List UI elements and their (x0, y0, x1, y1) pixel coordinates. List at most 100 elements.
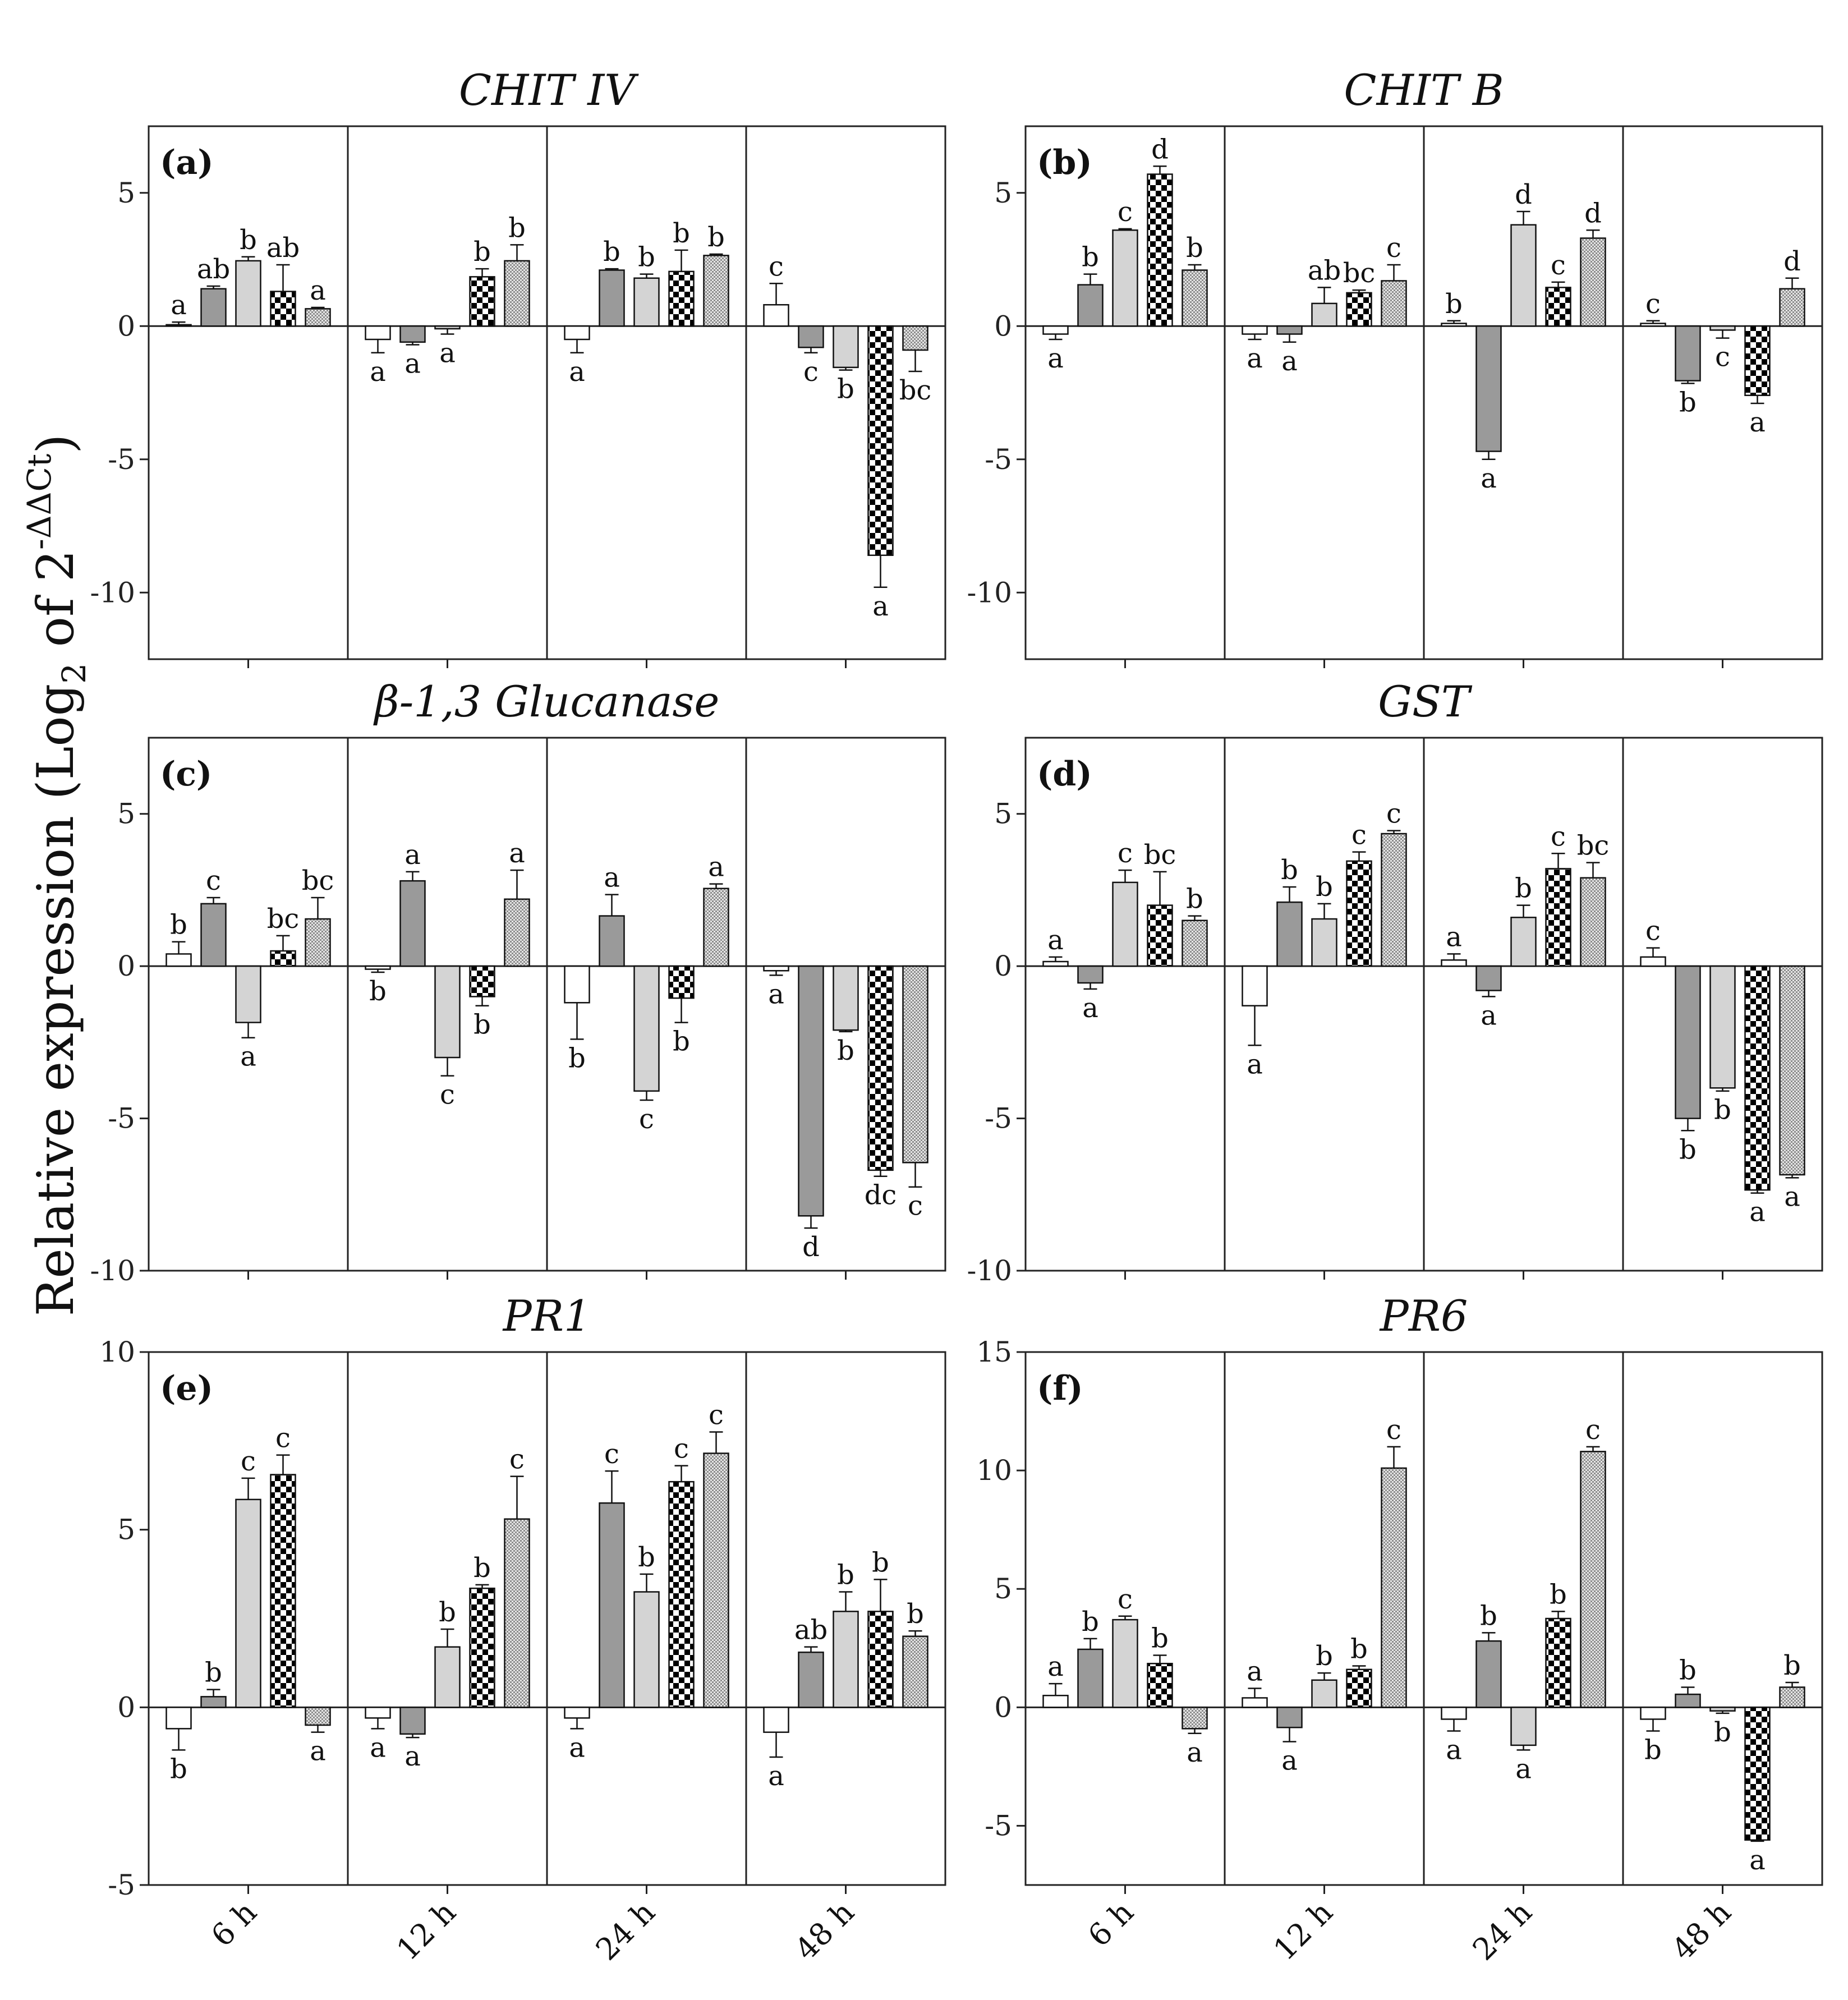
chart-f-sig-letter: a (1187, 1737, 1203, 1768)
chart-b-bar-check (1744, 325, 1771, 396)
chart-f-sig-letter: c (1386, 1414, 1401, 1446)
chart-b-bar-light (1709, 325, 1736, 331)
chart-d-bar-dot (1580, 877, 1606, 967)
chart-d-sig-letter: a (1481, 1000, 1497, 1031)
chart-f-sig-letter: b (1550, 1579, 1567, 1610)
chart-b-sig-letter: ab (1308, 255, 1341, 286)
chart-a-sig-letter: a (569, 356, 585, 388)
chart-f-bar-control (1242, 1697, 1268, 1708)
chart-e-xtick-label: 48 h (788, 1895, 861, 1967)
chart-e-sig-letter: b (907, 1598, 924, 1630)
chart-b-sig-letter: b (1082, 242, 1099, 273)
chart-e-xtick-label: 6 h (204, 1895, 264, 1954)
chart-e-bar-light (833, 1611, 859, 1708)
svg-text:Relative expression (Log2 of 2: Relative expression (Log2 of 2-ΔΔCt) (20, 434, 93, 1317)
chart-f-sig-letter: b (1644, 1735, 1662, 1766)
chart-a-sig-letter: a (872, 591, 889, 622)
chart-f-sig-letter: a (1515, 1753, 1532, 1785)
chart-d-sig-letter: c (1386, 798, 1401, 830)
chart-e-sig-letter: c (509, 1444, 525, 1475)
chart-c-bar-control (564, 965, 590, 1004)
chart-b-bar-dot (1580, 237, 1606, 327)
chart-a-sig-letter: c (803, 356, 819, 388)
chart-d-sig-letter: a (1784, 1181, 1800, 1212)
chart-f-sig-letter: a (1281, 1745, 1298, 1777)
chart-d-sig-letter: b (1515, 873, 1532, 904)
chart-c-bar-light (434, 965, 461, 1059)
chart-d-bar-dot (1381, 833, 1407, 967)
chart-e-ytick-label: 0 (117, 1691, 135, 1723)
chart-e-ytick-label: -5 (108, 1869, 135, 1901)
chart-e-bar-dark (399, 1707, 426, 1735)
chart-c-bar-control (365, 965, 391, 970)
chart-d-bar-control (1042, 960, 1069, 967)
chart-c-title: β-1,3 Glucanase (373, 677, 720, 727)
chart-b-tag: (b) (1037, 143, 1092, 182)
chart-b-ytick-label: -5 (985, 443, 1012, 476)
chart-d-bar-light (1709, 965, 1736, 1089)
chart-c-sig-letter: c (908, 1190, 923, 1222)
y-label-main: Relative expression (Log (26, 684, 85, 1317)
chart-b-ytick-label: 0 (994, 310, 1012, 342)
chart-f-bar-check (1147, 1662, 1173, 1708)
chart-d-bar-light (1311, 918, 1337, 967)
chart-e-sig-letter: b (474, 1552, 491, 1584)
chart-d-sig-letter: bc (1144, 839, 1176, 871)
chart-c-bar-light (633, 965, 660, 1092)
chart-f-sig-letter: c (1585, 1414, 1601, 1446)
chart-d-bar-control (1640, 956, 1666, 967)
chart-d-bar-light (1510, 917, 1537, 967)
chart-d-bar-dark (1675, 965, 1701, 1119)
chart-f-sig-letter: b (1679, 1654, 1697, 1686)
chart-f-bar-dot (1182, 1707, 1208, 1730)
chart-f-ytick-label: 5 (994, 1573, 1012, 1605)
chart-b-bar-light (1510, 224, 1537, 327)
chart-b-sig-letter: c (1386, 232, 1401, 264)
chart-e-sig-letter: c (241, 1446, 256, 1477)
chart-e-sig-letter: a (569, 1732, 585, 1763)
chart-d-bar-check (1744, 965, 1771, 1191)
chart-e-sig-letter: a (370, 1732, 386, 1763)
chart-c-sig-letter: b (837, 1035, 854, 1066)
chart-b-sig-letter: bc (1343, 258, 1376, 289)
chart-f-bar-dot (1580, 1451, 1606, 1708)
chart-e-bar-check (270, 1474, 296, 1708)
chart-b-bar-dot (1779, 288, 1805, 327)
chart-c-sig-letter: b (673, 1026, 690, 1058)
chart-a-bar-dark (599, 269, 625, 327)
chart-a-bar-light (434, 325, 461, 330)
chart-f-bar-light (1112, 1619, 1138, 1708)
chart-d-title: GST (1378, 677, 1473, 727)
chart-c-bar-check (867, 965, 894, 1171)
chart-c-bar-control (763, 965, 789, 972)
chart-b-bar-dot (1381, 280, 1407, 327)
chart-f-sig-letter: b (1151, 1622, 1169, 1654)
chart-b-bar-dark (1675, 325, 1701, 381)
chart-f-sig-letter: a (1247, 1656, 1263, 1688)
chart-a-bar-dot (504, 260, 530, 327)
chart-b-sig-letter: c (1118, 196, 1133, 228)
chart-d-ytick-label: -10 (967, 1254, 1012, 1287)
chart-a-bar-check (270, 291, 296, 327)
chart-c-sig-letter: a (768, 978, 784, 1010)
chart-b-bar-dark (1276, 325, 1303, 335)
chart-c-bar-check (668, 965, 695, 999)
chart-a-sig-letter: b (837, 374, 854, 405)
chart-f-bar-dark (1077, 1648, 1104, 1708)
chart-e-bar-light (434, 1646, 461, 1708)
chart-d-bar-check (1346, 860, 1372, 967)
chart-e-bar-check (668, 1481, 695, 1708)
chart-e-bar-dot (703, 1452, 729, 1708)
chart-b-sig-letter: d (1151, 134, 1169, 165)
chart-c-sig-letter: dc (865, 1180, 897, 1211)
chart-e-sig-letter: c (709, 1400, 724, 1431)
chart-f-bar-check (1346, 1668, 1372, 1708)
chart-f-bar-control (1441, 1707, 1467, 1720)
chart-c-sig-letter: b (170, 909, 187, 941)
chart-a-bar-light (833, 325, 859, 369)
chart-f-ytick-label: 15 (976, 1336, 1012, 1368)
chart-f-bar-check (1744, 1707, 1771, 1841)
